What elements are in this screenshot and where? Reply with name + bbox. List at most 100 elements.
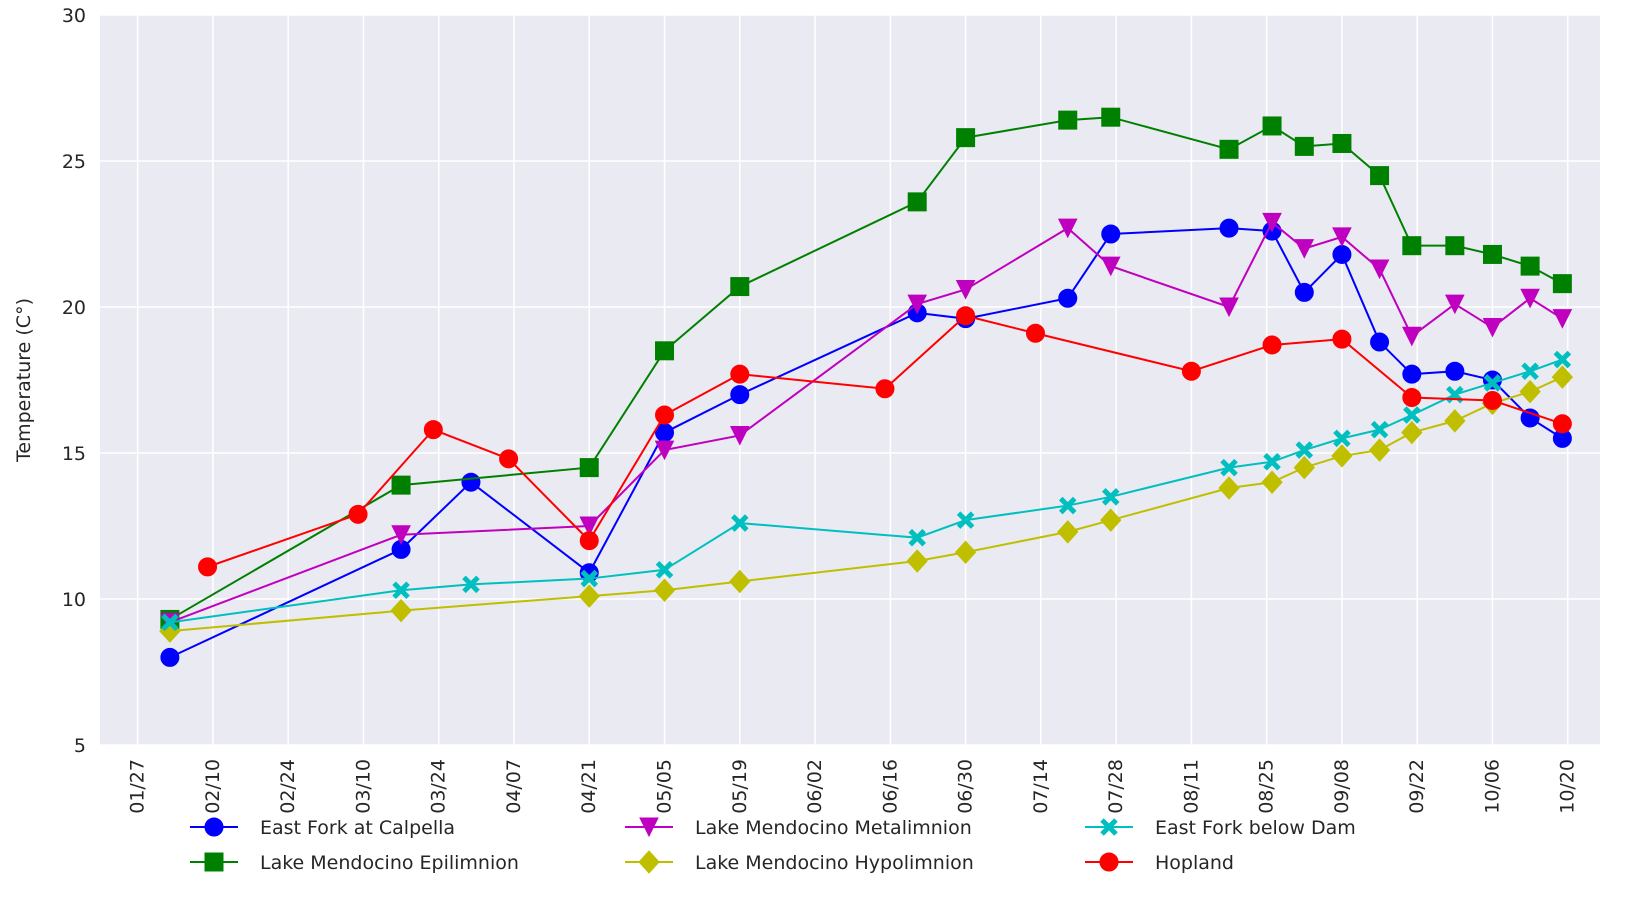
x-tick-label: 04/07 (503, 759, 525, 814)
point (956, 306, 976, 326)
x-tick-label: 02/24 (277, 759, 299, 814)
point (1181, 361, 1201, 381)
point (655, 341, 675, 361)
point (578, 584, 600, 608)
point (579, 458, 599, 478)
point (1331, 444, 1353, 468)
point (1100, 256, 1121, 277)
point (654, 440, 675, 461)
point (653, 578, 676, 602)
point (875, 379, 895, 399)
legend-label: Lake Mendocino Metalimnion (695, 817, 972, 839)
point (1058, 496, 1077, 515)
point (1553, 350, 1572, 369)
point (1445, 361, 1465, 381)
x-tick-label: 03/24 (428, 759, 450, 814)
legend-marker (639, 817, 659, 838)
legend-label: Hopland (1155, 852, 1234, 874)
x-tick-label: 10/06 (1481, 759, 1503, 814)
legend-label: Lake Mendocino Epilimnion (260, 852, 519, 874)
point (655, 405, 675, 425)
point (1332, 244, 1352, 264)
point (1261, 470, 1283, 494)
point (1482, 244, 1502, 264)
point (730, 364, 750, 384)
x-tick-label: 09/08 (1331, 759, 1353, 814)
point (1219, 297, 1239, 318)
point (1262, 335, 1282, 355)
x-tick-label: 07/14 (1030, 759, 1052, 814)
point (1218, 476, 1240, 500)
y-tick-label: 30 (62, 5, 86, 27)
point (1520, 256, 1540, 276)
legend-marker (204, 817, 224, 837)
point (1483, 374, 1502, 392)
point (1333, 429, 1351, 448)
point (390, 598, 412, 623)
point (1402, 364, 1422, 384)
point (1519, 379, 1541, 404)
point (1403, 406, 1421, 424)
y-tick-label: 10 (62, 589, 86, 611)
point (1219, 218, 1239, 238)
legend-marker (638, 850, 660, 874)
point (161, 613, 179, 632)
point (462, 575, 480, 594)
point (1401, 420, 1423, 445)
point (1552, 309, 1573, 329)
point (1263, 452, 1281, 471)
point (1444, 409, 1466, 433)
point (198, 557, 218, 577)
point (579, 516, 600, 537)
point (579, 531, 599, 551)
point (730, 277, 750, 297)
point (908, 528, 926, 547)
y-tick-label: 15 (62, 443, 86, 465)
point (1552, 414, 1572, 434)
point (348, 504, 368, 524)
legend-marker (1100, 818, 1118, 836)
point (423, 420, 443, 440)
point (1368, 438, 1391, 462)
point (580, 569, 599, 588)
point (392, 581, 410, 600)
x-tick-label: 08/11 (1180, 759, 1202, 814)
point (1332, 329, 1352, 349)
y-tick-label: 25 (62, 151, 86, 173)
point (1445, 294, 1465, 315)
point (1402, 326, 1422, 347)
point (1552, 274, 1572, 294)
point (954, 540, 977, 565)
point (1057, 218, 1078, 239)
x-tick-label: 05/19 (729, 759, 751, 814)
point (1369, 259, 1390, 280)
legend-label: East Fork at Calpella (260, 817, 455, 839)
x-tick-label: 06/02 (804, 759, 826, 814)
point (1220, 458, 1238, 477)
point (1370, 420, 1389, 439)
point (1332, 227, 1352, 248)
legend-marker (1099, 852, 1119, 872)
point (1445, 236, 1465, 256)
series-line (207, 314, 1563, 568)
point (729, 569, 751, 594)
point (1482, 317, 1503, 338)
point (461, 472, 481, 492)
point (1101, 107, 1121, 127)
point (956, 128, 976, 148)
point (1332, 133, 1352, 153)
point (1520, 408, 1540, 428)
point (1402, 236, 1422, 256)
plot-area (100, 15, 1600, 745)
point (1295, 441, 1314, 459)
point (1370, 332, 1390, 352)
point (1262, 212, 1282, 233)
point (655, 561, 674, 579)
x-tick-label: 02/10 (202, 759, 224, 814)
x-tick-label: 05/05 (654, 759, 676, 814)
x-tick-label: 08/25 (1256, 759, 1278, 814)
point (730, 385, 750, 405)
point (1482, 390, 1502, 410)
point (1101, 488, 1120, 506)
